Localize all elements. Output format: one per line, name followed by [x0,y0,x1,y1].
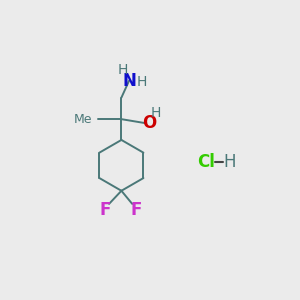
Text: Me: Me [74,113,92,126]
Text: H: H [151,106,161,120]
Text: H: H [223,152,236,170]
Text: F: F [100,201,111,219]
Text: O: O [142,114,156,132]
Text: H: H [118,63,128,77]
Text: F: F [130,201,142,219]
Text: Cl: Cl [197,152,215,170]
Text: N: N [122,72,136,90]
Text: H: H [137,75,147,89]
